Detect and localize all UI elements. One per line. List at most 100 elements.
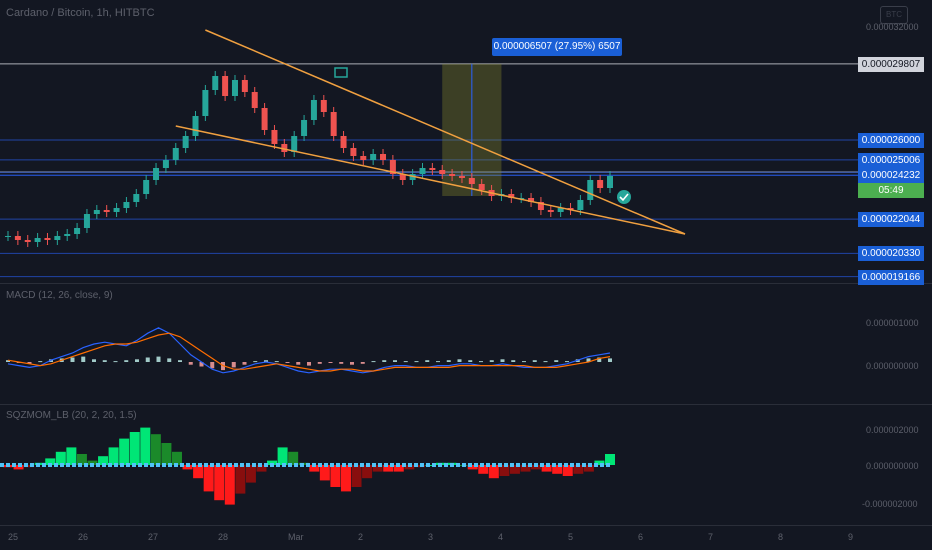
signal-line xyxy=(7,332,611,372)
sqz-bar-38 xyxy=(404,465,415,470)
sqz-bar-25 xyxy=(267,460,278,465)
macd-hist-bar-6 xyxy=(70,357,75,362)
flag-icon xyxy=(334,67,348,78)
candle-59 xyxy=(587,180,594,200)
macd-label[interactable]: MACD (12, 26, close, 9) xyxy=(6,290,113,301)
price-tag-9: 0.000019166 xyxy=(858,269,924,285)
sqz-bar-10 xyxy=(108,447,119,465)
macd-hist-bar-38 xyxy=(414,361,419,363)
x-tick-4: Mar xyxy=(288,532,304,542)
sqz-label[interactable]: SQZMOM_LB (20, 2, 20, 1.5) xyxy=(6,410,137,421)
macd-hist-bar-19 xyxy=(210,362,215,369)
x-tick-5: 2 xyxy=(358,532,364,542)
sqz-bar-56 xyxy=(594,460,605,465)
candle-1 xyxy=(14,236,21,240)
macd-hist-bar-56 xyxy=(608,358,612,362)
candle-8 xyxy=(83,214,90,228)
macd-hist-bar-28 xyxy=(307,362,311,366)
check-icon xyxy=(617,190,631,204)
sqz-bar-50 xyxy=(531,465,542,470)
candle-4 xyxy=(44,238,51,240)
macd-hist-bar-18 xyxy=(199,362,204,367)
macd-hist-bar-25 xyxy=(274,361,279,363)
candle-55 xyxy=(547,210,554,212)
candle-47 xyxy=(468,178,475,184)
candle-5 xyxy=(54,236,61,240)
axis-label-sqz-top: 0.000002000 xyxy=(866,425,919,435)
candle-10 xyxy=(103,210,110,212)
candle-40 xyxy=(399,174,406,180)
candle-58 xyxy=(577,200,584,210)
macd-hist-bar-30 xyxy=(328,362,333,363)
candle-45 xyxy=(449,174,456,176)
candle-21 xyxy=(212,76,219,90)
pane-divider-sqz[interactable] xyxy=(0,404,932,405)
macd-hist-bar-23 xyxy=(253,361,258,363)
candle-16 xyxy=(162,160,169,168)
sqz-bar-32 xyxy=(340,465,351,492)
macd-hist-bar-39 xyxy=(425,360,430,362)
macd-hist-bar-0 xyxy=(6,360,10,362)
price-tag-1: 0.000026000 xyxy=(858,133,924,148)
sqz-bar-12 xyxy=(129,432,140,465)
candle-25 xyxy=(251,92,258,108)
candle-14 xyxy=(143,180,150,194)
axis-label-main-top: 0.000032000 xyxy=(866,22,919,32)
candle-56 xyxy=(557,208,564,212)
sqz-bar-46 xyxy=(488,465,499,479)
sqz-bar-19 xyxy=(203,465,214,492)
macd-hist-bar-31 xyxy=(339,362,344,364)
macd-hist-bar-3 xyxy=(38,361,43,363)
x-tick-7: 4 xyxy=(498,532,504,542)
x-tick-12: 9 xyxy=(848,532,854,542)
macd-hist-bar-2 xyxy=(27,362,32,364)
macd-hist-bar-24 xyxy=(264,360,268,362)
candle-44 xyxy=(439,170,446,174)
macd-hist-bar-55 xyxy=(597,357,602,362)
sqz-bar-33 xyxy=(351,465,362,487)
candle-12 xyxy=(123,202,130,208)
sqz-bar-29 xyxy=(309,465,320,472)
macd-hist-bar-13 xyxy=(145,357,150,362)
sqz-bar-40 xyxy=(425,465,436,466)
sqz-bar-11 xyxy=(119,438,130,465)
candle-30 xyxy=(301,120,308,136)
axis-label-macd-zero: 0.000000000 xyxy=(866,361,919,371)
axis-label-sqz-bottom: -0.000002000 xyxy=(862,499,918,509)
candle-38 xyxy=(380,154,387,160)
candle-46 xyxy=(458,176,465,178)
macd-hist-bar-7 xyxy=(81,356,86,362)
macd-hist-bar-45 xyxy=(489,360,494,362)
sqz-bar-13 xyxy=(140,427,151,465)
candle-15 xyxy=(153,168,160,180)
macd-hist-bar-37 xyxy=(403,361,408,363)
sqz-bar-30 xyxy=(319,465,330,481)
price-tag-8: 0.000020330 xyxy=(858,246,924,262)
macd-hist-bar-46 xyxy=(500,359,505,362)
sqz-bar-15 xyxy=(161,443,172,465)
axis-label-macd-top: 0.000001000 xyxy=(866,318,919,328)
candle-61 xyxy=(607,176,613,188)
x-tick-9: 6 xyxy=(638,532,644,542)
wedge-lower-line xyxy=(175,125,686,235)
macd-hist-bar-29 xyxy=(317,362,322,364)
x-tick-6: 3 xyxy=(428,532,434,542)
candle-2 xyxy=(24,240,31,242)
sqz-bar-17 xyxy=(182,465,193,470)
candle-48 xyxy=(478,184,485,190)
macd-hist-bar-48 xyxy=(522,361,526,363)
candle-43 xyxy=(429,168,436,170)
sqz-bar-54 xyxy=(573,465,584,474)
sqz-bar-51 xyxy=(541,465,552,472)
x-tick-11: 8 xyxy=(778,532,784,542)
macd-hist-bar-12 xyxy=(135,359,139,362)
candle-11 xyxy=(113,208,120,212)
price-tag-2: 0.000025006 xyxy=(858,152,924,168)
wedge-upper-line xyxy=(205,29,686,235)
macd-hist-bar-26 xyxy=(285,362,290,363)
pane-divider-macd[interactable] xyxy=(0,283,932,284)
candle-3 xyxy=(34,238,41,242)
candle-54 xyxy=(537,202,544,210)
sqz-bar-44 xyxy=(467,465,478,470)
candle-9 xyxy=(93,210,100,214)
